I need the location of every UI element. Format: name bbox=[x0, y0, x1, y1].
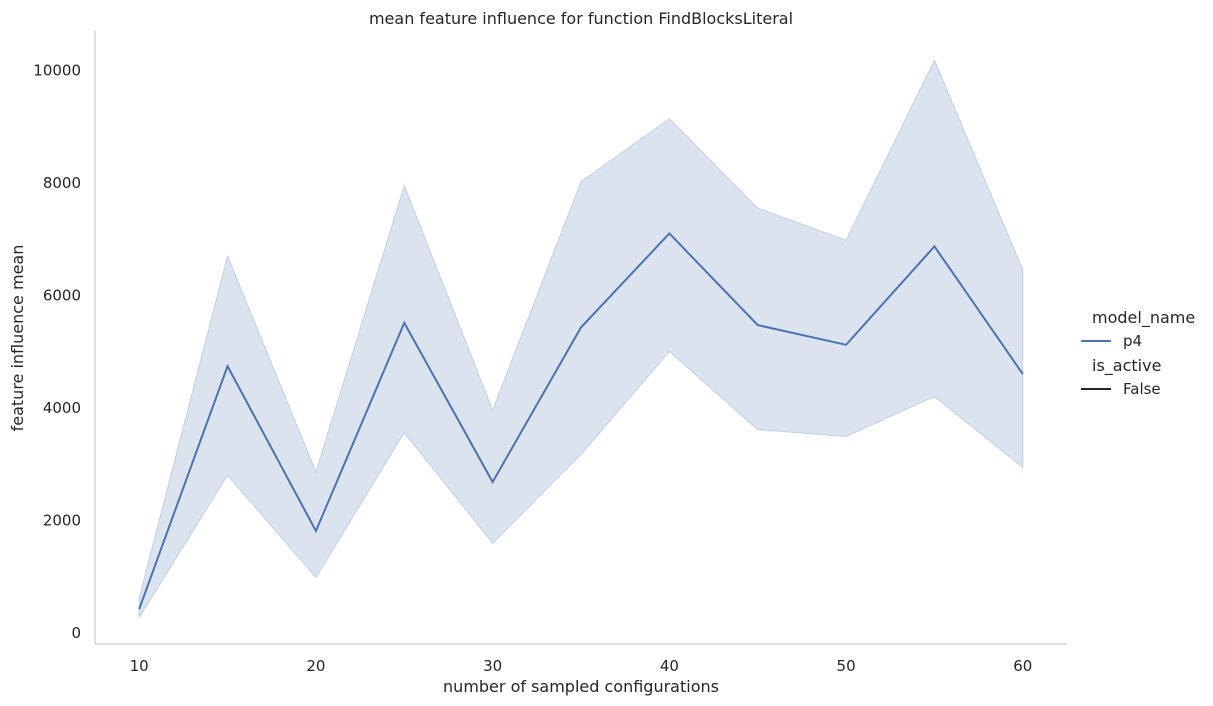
y-tick-label: 10000 bbox=[33, 61, 81, 79]
series-line-p4 bbox=[138, 232, 1024, 610]
data-point bbox=[933, 245, 935, 247]
x-tick-label: 60 bbox=[1013, 657, 1032, 675]
x-axis-label: number of sampled configurations bbox=[443, 677, 719, 696]
data-point bbox=[580, 326, 582, 328]
legend-p4-label: p4 bbox=[1123, 332, 1142, 350]
y-tick-label: 2000 bbox=[43, 511, 81, 529]
x-tick-labels: 10 20 30 40 50 60 bbox=[130, 657, 1033, 675]
y-tick-labels: 0 2000 4000 6000 8000 10000 bbox=[33, 61, 81, 641]
legend-hue-title: model_name bbox=[1092, 308, 1195, 328]
x-tick-label: 50 bbox=[837, 657, 856, 675]
confidence-band-p4 bbox=[138, 59, 1024, 620]
y-tick-label: 0 bbox=[71, 624, 81, 642]
data-point bbox=[845, 344, 847, 346]
x-tick-label: 40 bbox=[660, 657, 679, 675]
data-point bbox=[668, 232, 670, 234]
x-tick-label: 20 bbox=[306, 657, 325, 675]
y-tick-label: 8000 bbox=[43, 174, 81, 192]
chart-title: mean feature influence for function Find… bbox=[369, 9, 793, 28]
y-tick-label: 4000 bbox=[43, 399, 81, 417]
data-point bbox=[227, 365, 229, 367]
legend: model_name p4 is_active False bbox=[1081, 308, 1195, 398]
plot-area bbox=[138, 59, 1024, 620]
data-point bbox=[138, 608, 140, 610]
legend-false-label: False bbox=[1123, 380, 1161, 398]
data-point bbox=[492, 481, 494, 483]
y-tick-label: 6000 bbox=[43, 286, 81, 304]
x-tick-label: 10 bbox=[130, 657, 149, 675]
legend-style-title: is_active bbox=[1092, 356, 1161, 376]
data-point bbox=[315, 530, 317, 532]
data-point bbox=[403, 322, 405, 324]
data-point bbox=[1022, 373, 1024, 375]
y-axis-label: feature influence mean bbox=[8, 245, 27, 432]
data-point bbox=[757, 324, 759, 326]
x-tick-label: 30 bbox=[483, 657, 502, 675]
